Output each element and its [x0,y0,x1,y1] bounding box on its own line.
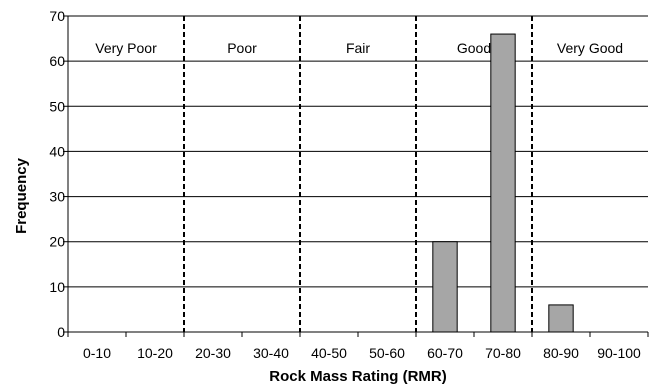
class-label: Fair [346,40,370,56]
gridlines [68,15,648,288]
class-labels: Very Poor Poor Fair Good Very Good [95,40,623,56]
class-label: Very Good [557,40,623,56]
y-tick-label: 20 [49,234,65,250]
x-tick-label: 10-20 [137,345,173,361]
y-tick-label: 50 [49,98,65,114]
y-tick-label: 70 [49,8,65,24]
bar-80-90 [548,304,574,333]
x-tick-labels: 0-10 10-20 20-30 30-40 40-50 50-60 60-70 70-80 8… [67,332,649,361]
class-boundaries [183,16,533,332]
x-tick-label: 60-70 [427,345,463,361]
x-tick-label: 30-40 [253,345,289,361]
y-axis-title: Frequency [13,157,30,234]
class-label: Poor [227,40,257,56]
y-tick-labels: 0 10 20 30 40 50 60 70 [49,8,68,340]
x-tick-label: 90-100 [597,345,641,361]
x-tick-label: 70-80 [485,345,521,361]
x-tick-label: 20-30 [195,345,231,361]
x-axis-title: Rock Mass Rating (RMR) [269,368,447,385]
x-tick-label: 40-50 [311,345,347,361]
x-tick-label: 80-90 [543,345,579,361]
y-tick-label: 0 [57,324,65,340]
x-tick-label: 0-10 [83,345,111,361]
y-tick-label: 60 [49,53,65,69]
bar-70-80 [490,33,516,333]
bar-60-70 [432,241,458,333]
y-tick-label: 30 [49,189,65,205]
y-tick-label: 10 [49,279,65,295]
x-tick-label: 50-60 [369,345,405,361]
class-label: Good [457,40,491,56]
axes [67,16,648,333]
class-label: Very Poor [95,40,157,56]
y-tick-label: 40 [49,143,65,159]
